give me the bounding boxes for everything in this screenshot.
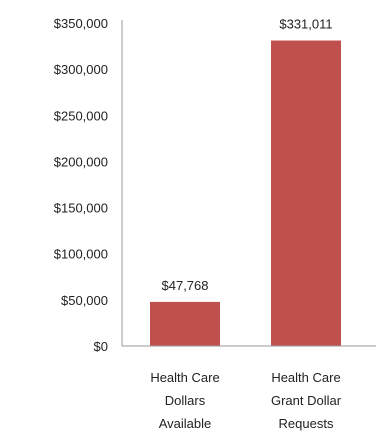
x-category-label: Health Care: [271, 370, 340, 385]
y-tick-label: $150,000: [54, 201, 108, 216]
y-tick-label: $300,000: [54, 62, 108, 77]
x-category-label: Dollars: [165, 393, 206, 408]
y-tick-label: $50,000: [61, 293, 108, 308]
y-tick-label: $100,000: [54, 247, 108, 262]
x-category-label: Requests: [279, 416, 334, 431]
bar-1: [150, 301, 220, 346]
y-axis: $0 $50,000 $100,000 $150,000 $200,000 $250,00…: [54, 16, 123, 354]
data-labels: $47,768 $331,011: [162, 17, 333, 293]
y-tick-label: $200,000: [54, 154, 108, 169]
data-label-2: $331,011: [279, 17, 332, 32]
data-label-1: $47,768: [162, 278, 209, 293]
bars: [150, 40, 341, 346]
y-tick-label: $250,000: [54, 108, 108, 123]
x-category-label: Health Care: [150, 370, 219, 385]
x-category-label: Available: [159, 416, 212, 431]
bar-2: [271, 40, 341, 346]
y-tick-label: $350,000: [54, 16, 108, 31]
x-axis: Health Care Dollars Available Health Care Gr…: [122, 345, 376, 431]
y-tick-label: $0: [94, 339, 108, 354]
x-category-label: Grant Dollar: [271, 393, 342, 408]
